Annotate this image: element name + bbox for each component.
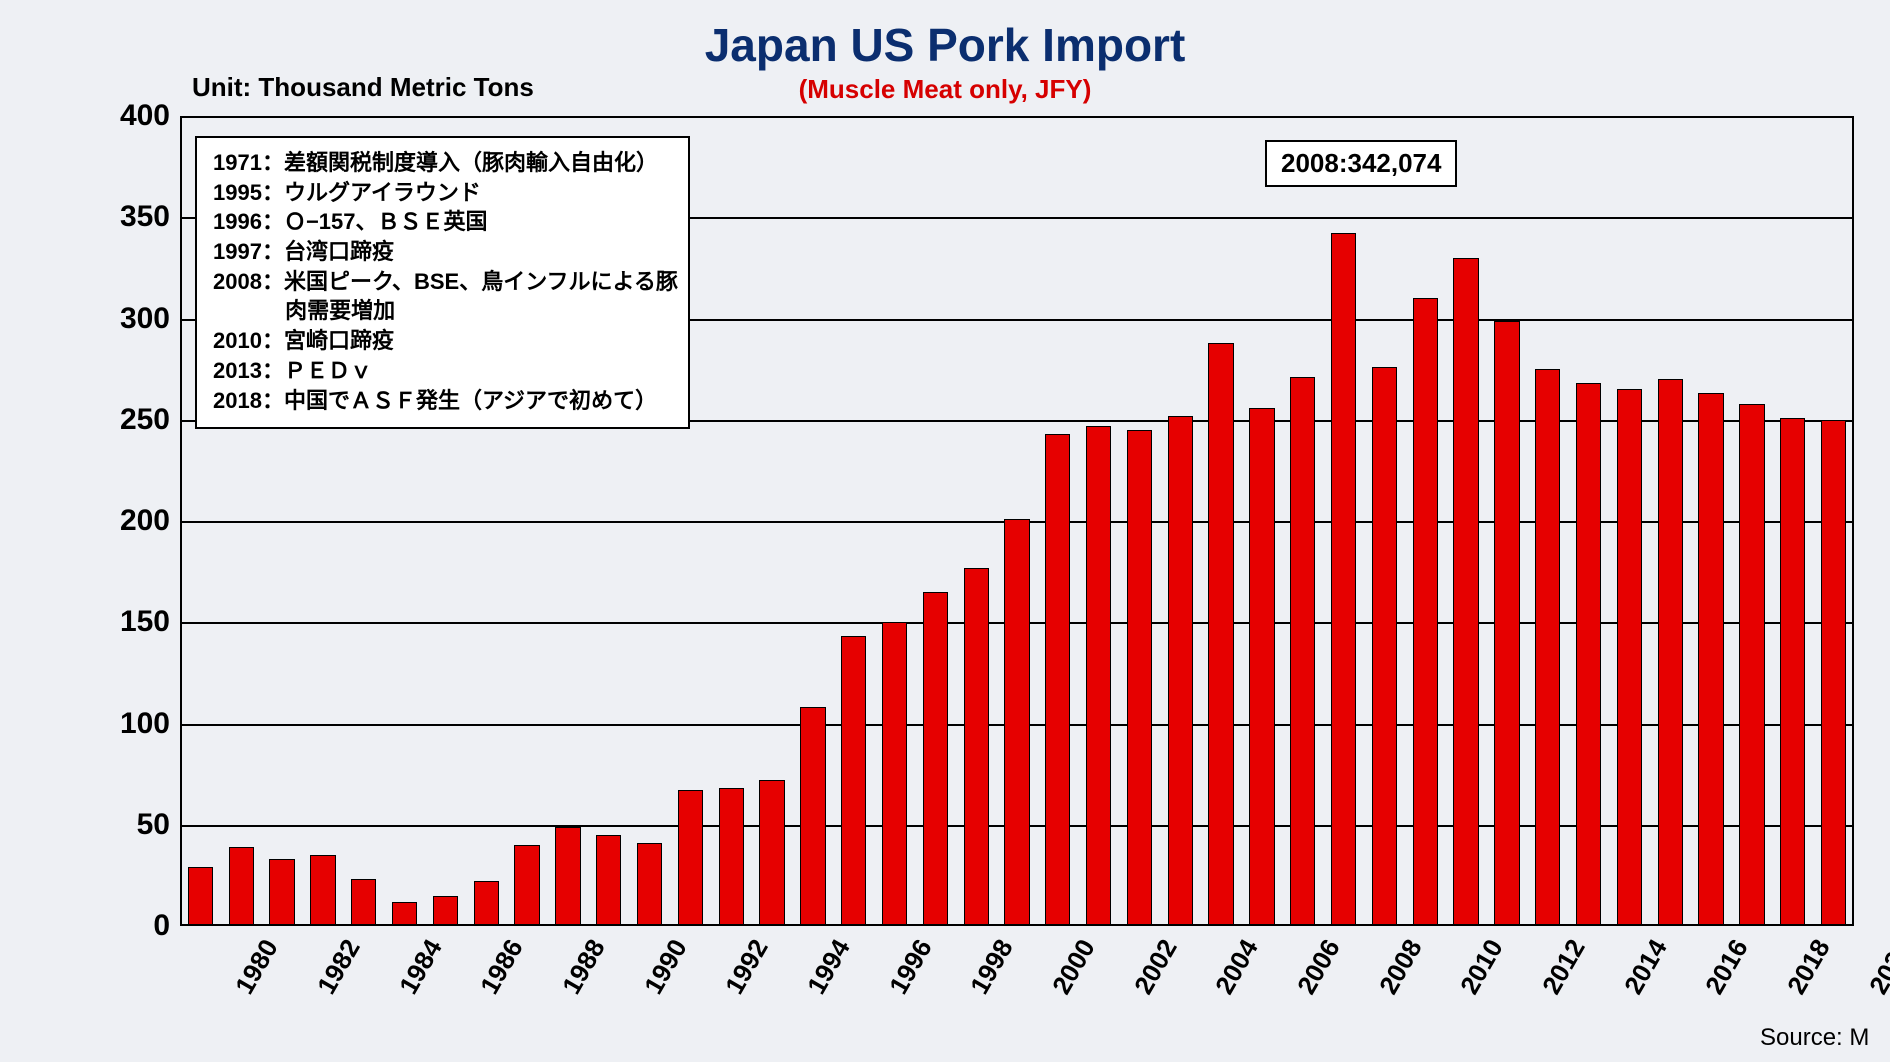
peak-callout: 2008:342,074: [1265, 140, 1457, 187]
bar: [719, 788, 744, 926]
x-tick-label: 2010: [1454, 934, 1510, 1000]
plot-area: 050100150200250300350400 198019821984198…: [180, 116, 1854, 926]
bar: [269, 859, 294, 926]
x-tick-label: 1988: [556, 934, 612, 1000]
x-tick-label: 1996: [883, 934, 939, 1000]
bar: [474, 881, 499, 926]
note-line: 1997：台湾口蹄疫: [213, 237, 672, 267]
bar: [1576, 383, 1601, 926]
bar: [1821, 420, 1846, 926]
bar: [964, 568, 989, 926]
note-line: 1995：ウルグアイラウンド: [213, 178, 672, 208]
y-tick-label: 50: [137, 808, 170, 842]
bar: [923, 592, 948, 926]
bar: [678, 790, 703, 926]
y-tick-label: 350: [120, 200, 170, 234]
x-tick-label: 2002: [1128, 934, 1184, 1000]
bar: [882, 622, 907, 926]
bar: [1413, 298, 1438, 926]
bar: [1617, 389, 1642, 926]
y-tick-label: 250: [120, 403, 170, 437]
bar: [351, 879, 376, 926]
bar: [1331, 233, 1356, 926]
bar: [1249, 408, 1274, 926]
bar: [433, 896, 458, 926]
x-tick-label: 2016: [1699, 934, 1755, 1000]
source-label: Source: M: [1760, 1024, 1869, 1052]
x-tick-label: 1982: [311, 934, 367, 1000]
bar: [1086, 426, 1111, 926]
bar: [596, 835, 621, 926]
x-tick-label: 1992: [719, 934, 775, 1000]
x-tick-label: 2004: [1209, 934, 1265, 1000]
x-tick-label: 1990: [638, 934, 694, 1000]
x-tick-label: 2018: [1781, 934, 1837, 1000]
y-tick-label: 100: [120, 707, 170, 741]
bar: [1494, 321, 1519, 926]
bar: [1372, 367, 1397, 926]
note-line: 2008：米国ピーク、BSE、鳥インフルによる豚: [213, 267, 672, 297]
y-tick-label: 0: [153, 909, 170, 943]
x-tick-label: 2006: [1291, 934, 1347, 1000]
bar: [800, 707, 825, 926]
bar: [310, 855, 335, 926]
x-tick-label: 2020: [1863, 934, 1890, 1000]
bar: [841, 636, 866, 926]
x-tick-label: 2000: [1046, 934, 1102, 1000]
bar: [1208, 343, 1233, 926]
note-line: 2010：宮崎口蹄疫: [213, 326, 672, 356]
bar: [1698, 393, 1723, 926]
bar: [637, 843, 662, 926]
bar: [514, 845, 539, 926]
x-tick-label: 1998: [964, 934, 1020, 1000]
unit-label: Unit: Thousand Metric Tons: [192, 72, 534, 103]
bar: [1535, 369, 1560, 926]
x-tick-label: 1994: [801, 934, 857, 1000]
events-notes-box: 1971：差額関税制度導入（豚肉輸入自由化）1995：ウルグアイラウンド1996…: [195, 136, 690, 429]
x-tick-label: 2014: [1618, 934, 1674, 1000]
note-line: 2013：ＰＥＤｖ: [213, 356, 672, 386]
bar: [392, 902, 417, 926]
note-line: 1971：差額関税制度導入（豚肉輸入自由化）: [213, 148, 672, 178]
y-tick-label: 150: [120, 605, 170, 639]
note-line: 肉需要増加: [213, 296, 672, 326]
y-tick-label: 400: [120, 99, 170, 133]
x-tick-label: 2008: [1373, 934, 1429, 1000]
bar: [1290, 377, 1315, 926]
bar: [1168, 416, 1193, 926]
x-tick-label: 1984: [393, 934, 449, 1000]
bar: [555, 827, 580, 926]
bar: [1045, 434, 1070, 926]
bar: [1127, 430, 1152, 926]
bar: [1004, 519, 1029, 926]
note-line: 1996：Ｏ−157、ＢＳＥ英国: [213, 207, 672, 237]
bar: [229, 847, 254, 926]
y-tick-label: 300: [120, 302, 170, 336]
x-tick-label: 1980: [229, 934, 285, 1000]
bar: [188, 867, 213, 926]
bar: [1739, 404, 1764, 926]
x-tick-label: 1986: [474, 934, 530, 1000]
bar: [1453, 258, 1478, 926]
y-tick-label: 200: [120, 504, 170, 538]
note-line: 2018：中国でＡＳＦ発生（アジアで初めて）: [213, 386, 672, 416]
bar: [1780, 418, 1805, 926]
chart-title: Japan US Pork Import: [0, 18, 1890, 72]
x-tick-label: 2012: [1536, 934, 1592, 1000]
bar: [1658, 379, 1683, 926]
bar: [759, 780, 784, 926]
page-root: Japan US Pork Import (Muscle Meat only, …: [0, 0, 1890, 1062]
